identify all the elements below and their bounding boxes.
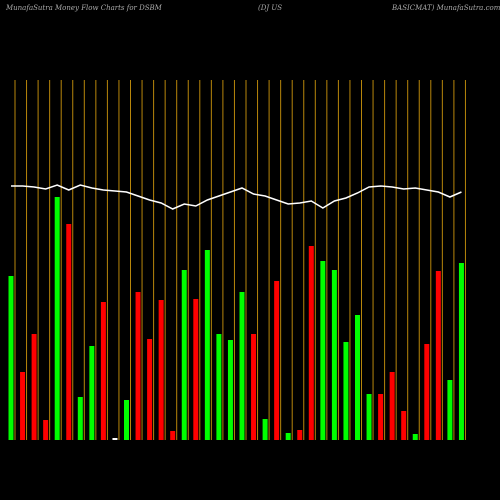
bar <box>227 340 233 440</box>
bar <box>424 344 430 440</box>
bar <box>401 411 407 440</box>
bar <box>274 281 280 440</box>
bar <box>77 397 83 440</box>
bar <box>43 420 49 440</box>
bar <box>89 346 95 440</box>
bar <box>204 250 210 440</box>
bar <box>54 197 60 440</box>
bar <box>435 271 441 440</box>
bar <box>320 261 326 440</box>
bar <box>193 299 199 440</box>
bar <box>378 394 384 440</box>
bar <box>158 300 164 440</box>
bar <box>355 315 360 440</box>
bar <box>170 431 176 440</box>
bar <box>124 400 129 440</box>
bar <box>31 334 37 440</box>
bar <box>112 438 118 440</box>
bar <box>412 434 418 440</box>
bar <box>285 433 291 440</box>
chart-subtitle: (DJ US <box>258 4 282 12</box>
bar <box>66 224 72 440</box>
bar <box>251 334 257 440</box>
bar <box>100 302 106 440</box>
bar <box>458 263 464 440</box>
bar <box>366 394 372 440</box>
bar <box>447 380 453 440</box>
bar <box>308 246 314 440</box>
bar <box>297 430 303 440</box>
bar <box>135 292 141 440</box>
bar <box>216 334 222 440</box>
bar <box>389 372 395 440</box>
chart-title-right: BASICMAT) MunafaSutra.com <box>391 4 500 12</box>
bar <box>262 419 268 440</box>
bar <box>343 342 349 440</box>
bar <box>181 270 187 440</box>
money-flow-line <box>11 184 462 210</box>
chart-title: MunafaSutra Money Flow Charts for DSBM <box>5 4 163 12</box>
bar <box>147 339 153 440</box>
bar <box>331 270 337 440</box>
bar <box>20 372 26 440</box>
bar <box>239 292 245 440</box>
bar <box>8 276 14 440</box>
